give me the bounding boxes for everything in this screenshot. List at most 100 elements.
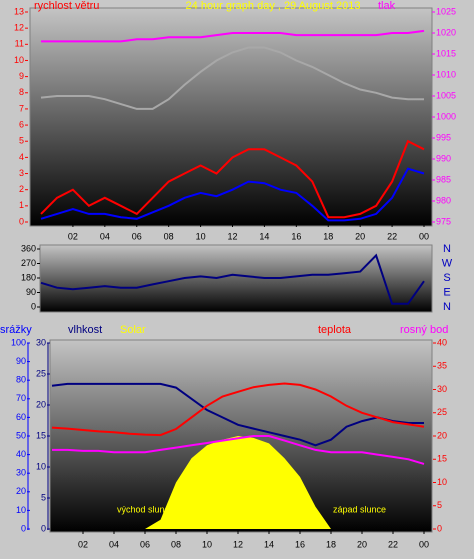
series-label: rosný bod: [400, 324, 448, 336]
y-tick-label: 0: [31, 301, 36, 311]
line: [51, 382, 425, 437]
y-tick-label: 7: [19, 103, 24, 113]
series-label: tlak: [378, 0, 396, 12]
x-tick-label: 04: [100, 231, 110, 241]
y-tick-label: 20: [16, 486, 26, 496]
y-tick-label: 180: [21, 272, 36, 282]
x-tick-label: 06: [140, 539, 150, 549]
x-tick-label: 16: [295, 539, 305, 549]
compass-label: W: [442, 257, 453, 269]
x-tick-label: 00: [419, 539, 429, 549]
y-tick-label: 20: [36, 399, 46, 409]
y-tick-label: 90: [26, 287, 36, 297]
y-tick-label: 30: [36, 337, 46, 347]
x-tick-label: 04: [109, 539, 119, 549]
y-tick-label: 11: [15, 39, 24, 49]
y-tick-label: 8: [19, 87, 24, 97]
y-tick-label: 15: [437, 454, 447, 464]
x-tick-label: 14: [264, 539, 274, 549]
y-tick-label: 100: [11, 337, 26, 347]
axis-label: srážky: [0, 324, 32, 336]
y-tick-label: 2: [19, 184, 24, 194]
x-tick-label: 08: [164, 231, 174, 241]
y-tick-label: 5: [19, 136, 24, 146]
y-tick-label: 9: [19, 71, 24, 81]
y-tick-label: 360: [21, 243, 36, 253]
y-tick-label: 1025: [436, 6, 456, 16]
x-tick-label: 10: [196, 231, 206, 241]
x-tick-label: 00: [419, 231, 429, 241]
y-tick-label: 4: [19, 152, 24, 162]
y-tick-label: 1: [19, 200, 24, 210]
y-tick-label: 270: [21, 258, 36, 268]
y-tick-label: 40: [16, 449, 26, 459]
annotation: východ slunce: [117, 504, 174, 514]
y-tick-label: 40: [437, 337, 447, 347]
x-tick-label: 20: [355, 231, 365, 241]
y-tick-label: 10: [14, 55, 24, 65]
x-tick-label: 02: [68, 231, 78, 241]
x-tick-label: 16: [291, 231, 301, 241]
y-tick-label: 1020: [436, 27, 456, 37]
compass-label: S: [443, 272, 450, 284]
y-tick-label: 80: [16, 375, 26, 385]
y-tick-label: 0: [19, 216, 24, 226]
y-tick-label: 0: [437, 523, 442, 533]
area: [52, 436, 424, 529]
y-tick-label: 1010: [436, 69, 456, 79]
chart-title: 24 hour graph day , 29 August 2013: [186, 0, 361, 12]
series-label: Solar: [120, 324, 146, 336]
y-tick-label: 985: [436, 174, 451, 184]
y-tick-label: 70: [16, 393, 26, 403]
compass-label: N: [443, 243, 451, 255]
y-tick-label: 10: [36, 461, 46, 471]
annotation: západ slunce: [333, 504, 386, 514]
y-tick-label: 5: [437, 500, 442, 510]
y-tick-label: 10: [16, 505, 26, 515]
x-tick-label: 18: [326, 539, 336, 549]
line: [40, 139, 425, 219]
series-label: teplota: [318, 324, 352, 336]
y-tick-label: 995: [436, 132, 451, 142]
y-tick-label: 30: [16, 468, 26, 478]
y-tick-label: 20: [437, 430, 447, 440]
x-tick-label: 06: [132, 231, 142, 241]
y-tick-label: 25: [36, 368, 46, 378]
y-tick-label: 6: [19, 119, 24, 129]
x-tick-label: 22: [388, 539, 398, 549]
x-tick-label: 14: [259, 231, 269, 241]
x-tick-label: 10: [202, 539, 212, 549]
y-tick-label: 3: [19, 168, 24, 178]
y-tick-label: 35: [437, 361, 447, 371]
y-tick-label: 980: [436, 195, 451, 205]
y-tick-label: 1000: [436, 111, 456, 121]
y-tick-label: 1005: [436, 90, 456, 100]
compass-label: E: [443, 286, 450, 298]
x-tick-label: 18: [323, 231, 333, 241]
y-tick-label: 60: [16, 412, 26, 422]
x-tick-label: 02: [78, 539, 88, 549]
line: [41, 29, 425, 43]
y-tick-label: 30: [437, 384, 447, 394]
y-tick-label: 25: [437, 407, 447, 417]
y-tick-label: 5: [41, 492, 46, 502]
y-tick-label: 1015: [436, 48, 456, 58]
y-tick-label: 990: [436, 153, 451, 163]
x-tick-label: 08: [171, 539, 181, 549]
compass-label: N: [443, 301, 451, 313]
series-label: vlhkost: [68, 324, 102, 336]
line: [40, 46, 424, 110]
panel-direction: [39, 244, 433, 313]
x-tick-label: 20: [357, 539, 367, 549]
line: [40, 253, 425, 305]
y-tick-label: 975: [436, 216, 451, 226]
line: [52, 435, 425, 465]
x-tick-label: 12: [233, 539, 243, 549]
x-tick-label: 12: [227, 231, 237, 241]
y-tick-label: 10: [437, 477, 447, 487]
y-tick-label: 0: [41, 523, 46, 533]
y-tick-label: 50: [16, 430, 26, 440]
y-tick-label: 13: [14, 6, 24, 16]
y-tick-label: 90: [16, 356, 26, 366]
